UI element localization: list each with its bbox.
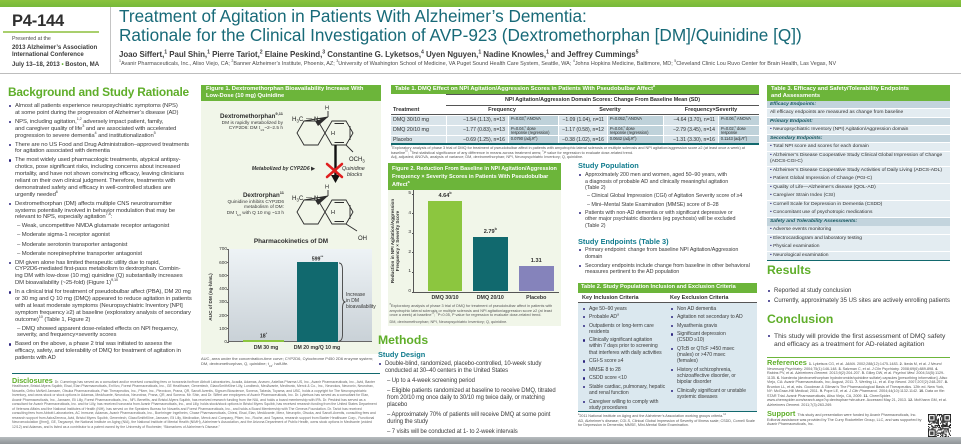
svg-text:H3C: H3C bbox=[292, 116, 304, 124]
svg-text:OCH3: OCH3 bbox=[349, 157, 365, 164]
svg-text:N: N bbox=[314, 195, 318, 202]
svg-text:OH: OH bbox=[358, 236, 367, 242]
svg-text:N: N bbox=[314, 116, 318, 123]
svg-text:H: H bbox=[331, 131, 335, 137]
svg-text:H: H bbox=[331, 210, 335, 216]
svg-text:H3C: H3C bbox=[292, 195, 304, 203]
svg-text:H: H bbox=[325, 184, 329, 190]
svg-text:—: — bbox=[306, 194, 313, 201]
svg-text:—: — bbox=[306, 115, 313, 122]
svg-text:H: H bbox=[325, 105, 329, 111]
